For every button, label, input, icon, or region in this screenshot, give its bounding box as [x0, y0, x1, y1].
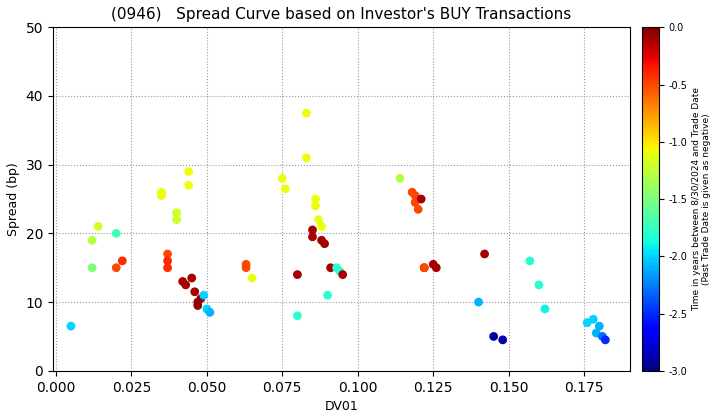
Point [322, 292, 333, 299]
Point [156, 189, 167, 196]
Point [497, 336, 508, 343]
Point [600, 336, 611, 343]
Point [279, 185, 291, 192]
Point [92, 223, 104, 230]
Point [307, 234, 318, 240]
Point [316, 223, 328, 230]
Point [418, 264, 430, 271]
Point [162, 264, 174, 271]
Point [431, 264, 442, 271]
Point [588, 316, 599, 323]
Point [406, 189, 418, 196]
Y-axis label: Spread (bp): Spread (bp) [7, 162, 20, 236]
Title: (0946)   Spread Curve based on Investor's BUY Transactions: (0946) Spread Curve based on Investor's … [111, 7, 571, 22]
Point [180, 281, 192, 288]
X-axis label: DV01: DV01 [324, 400, 358, 413]
Point [473, 299, 485, 305]
Point [534, 281, 545, 288]
Point [177, 278, 189, 285]
Point [192, 299, 204, 305]
Point [488, 333, 500, 340]
Point [539, 306, 551, 312]
Point [316, 237, 328, 244]
Point [310, 196, 321, 202]
Point [301, 155, 312, 161]
Point [331, 264, 343, 271]
Point [198, 292, 210, 299]
Point [319, 240, 330, 247]
Point [524, 257, 536, 264]
Point [66, 323, 77, 329]
Point [201, 306, 212, 312]
Point [597, 333, 608, 340]
Point [171, 216, 182, 223]
Point [590, 330, 602, 336]
Point [276, 175, 288, 182]
Point [301, 110, 312, 116]
Point [195, 295, 207, 302]
Point [110, 230, 122, 237]
Point [86, 237, 98, 244]
Point [413, 206, 424, 213]
Point [86, 264, 98, 271]
Point [204, 309, 215, 316]
Point [428, 261, 439, 268]
Point [240, 264, 252, 271]
Point [582, 319, 593, 326]
Point [240, 261, 252, 268]
Point [192, 302, 204, 309]
Point [162, 257, 174, 264]
Point [415, 196, 427, 202]
Point [593, 323, 605, 329]
Point [325, 264, 336, 271]
Point [292, 312, 303, 319]
Point [312, 216, 324, 223]
Point [410, 192, 421, 199]
Point [186, 275, 197, 281]
Point [395, 175, 406, 182]
Point [334, 268, 346, 275]
Point [171, 210, 182, 216]
Point [310, 202, 321, 209]
Point [183, 168, 194, 175]
Point [117, 257, 128, 264]
Point [479, 251, 490, 257]
Point [418, 264, 430, 271]
Point [162, 251, 174, 257]
Point [183, 182, 194, 189]
Y-axis label: Time in years between 8/30/2024 and Trade Date
(Past Trade Date is given as nega: Time in years between 8/30/2024 and Trad… [692, 87, 711, 311]
Point [189, 289, 200, 295]
Point [307, 226, 318, 233]
Point [246, 275, 258, 281]
Point [410, 199, 421, 206]
Point [337, 271, 348, 278]
Point [110, 264, 122, 271]
Point [156, 192, 167, 199]
Point [292, 271, 303, 278]
